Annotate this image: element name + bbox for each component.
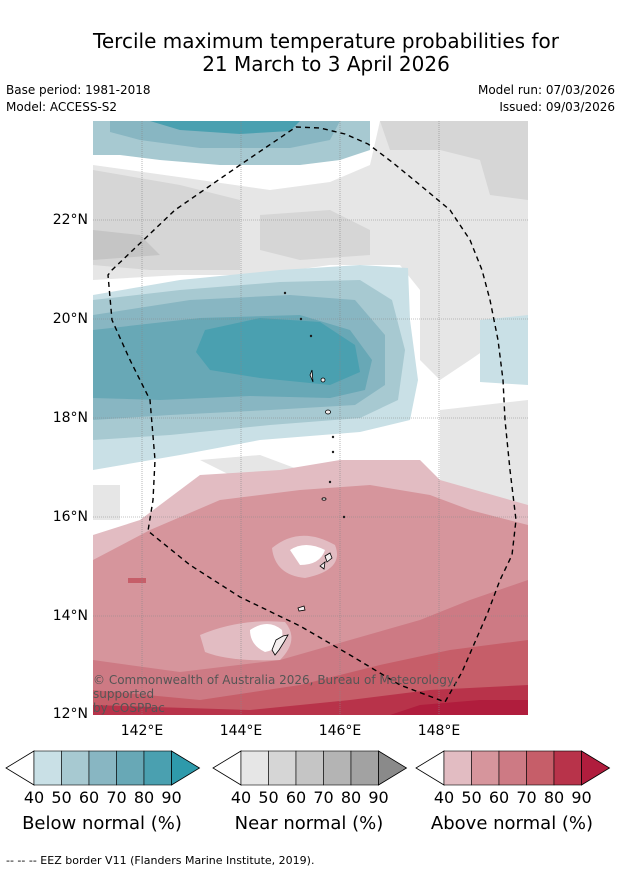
colorbar-segment — [350, 750, 379, 786]
colorbar-segment — [526, 750, 555, 786]
colorbar-segment — [116, 750, 145, 786]
colorbar-segment — [143, 750, 172, 786]
colorbar-segment — [33, 750, 62, 786]
colorbar-tick-label: 40 — [230, 788, 252, 807]
colorbar-tick-label: 60 — [285, 788, 307, 807]
colorbar-tick-label: 40 — [23, 788, 45, 807]
lat-label-14n: 14°N — [52, 608, 88, 624]
below-normal-central-region — [93, 265, 528, 470]
colorbar-tick-label: 50 — [51, 788, 72, 807]
base-period: Base period: 1981-2018 — [6, 83, 151, 97]
colorbar-arrow-high — [581, 750, 611, 786]
below-normal-north-region — [93, 121, 370, 165]
colorbar-arrow-low — [5, 750, 35, 786]
colorbar-tick-label: 80 — [133, 788, 155, 807]
issued-date: Issued: 09/03/2026 — [499, 100, 615, 114]
colorbar-segment — [471, 750, 500, 786]
colorbar-segment — [88, 750, 117, 786]
colorbar-tick-label: 70 — [516, 788, 537, 807]
colorbar-arrow-high — [171, 750, 201, 786]
colorbar-below-normal — [5, 750, 201, 786]
copyright-notice: © Commonwealth of Australia 2026, Bureau… — [93, 673, 513, 715]
colorbar-segment — [553, 750, 582, 786]
above-normal-south-region — [93, 460, 528, 715]
model-run: Model run: 07/03/2026 — [477, 83, 615, 97]
map-title-line1: Tercile maximum temperature probabilitie… — [93, 29, 559, 53]
lat-label-18n: 18°N — [52, 410, 88, 426]
colorbar-segment — [295, 750, 324, 786]
colorbar-segment — [268, 750, 297, 786]
colorbar-segment — [61, 750, 90, 786]
colorbar-tick-label: 70 — [313, 788, 334, 807]
colorbar-title-above: Above normal (%) — [430, 813, 594, 834]
islands — [271, 291, 346, 656]
colorbar-title-near: Near normal (%) — [234, 813, 384, 834]
colorbar-tick-label: 90 — [161, 788, 182, 807]
colorbar-tick-label: 80 — [543, 788, 565, 807]
model-name: Model: ACCESS-S2 — [6, 100, 118, 114]
colorbar-segment — [323, 750, 352, 786]
eez-footnote: -- -- -- EEZ border V11 (Flanders Marine… — [6, 854, 315, 867]
colorbar-tick-label: 80 — [340, 788, 362, 807]
colorbar-above-normal — [415, 750, 611, 786]
colorbar-tick-label: 50 — [461, 788, 482, 807]
colorbar-tick-label: 60 — [78, 788, 100, 807]
lon-label-148e: 148°E — [417, 723, 461, 739]
near-normal-region — [93, 121, 528, 520]
colorbar-tick-label: 70 — [106, 788, 127, 807]
colorbar-segment — [240, 750, 269, 786]
lon-label-144e: 144°E — [219, 723, 263, 739]
copyright-line2: by COSPPac — [93, 701, 165, 715]
lat-label-12n: 12°N — [52, 706, 88, 722]
colorbar-tick-label: 50 — [258, 788, 279, 807]
map-title-line2: 21 March to 3 April 2026 — [202, 52, 450, 76]
lat-label-16n: 16°N — [52, 509, 88, 525]
colorbar-tick-label: 60 — [488, 788, 510, 807]
lon-label-146e: 146°E — [318, 723, 362, 739]
colorbar-tick-label: 90 — [368, 788, 389, 807]
eez-border — [107, 126, 517, 703]
colorbar-tick-label: 40 — [433, 788, 455, 807]
colorbar-arrow-high — [378, 750, 408, 786]
map-gridlines — [93, 121, 528, 715]
lat-label-22n: 22°N — [52, 212, 88, 228]
lon-label-142e: 142°E — [120, 723, 164, 739]
colorbar-segment — [443, 750, 472, 786]
colorbar-title-below: Below normal (%) — [22, 813, 182, 834]
colorbar-segment — [498, 750, 527, 786]
colorbar-arrow-low — [415, 750, 445, 786]
lat-label-20n: 20°N — [52, 311, 88, 327]
copyright-line1: © Commonwealth of Australia 2026, Bureau… — [93, 673, 458, 701]
colorbar-near-normal — [212, 750, 408, 786]
colorbar-arrow-low — [212, 750, 242, 786]
colorbar-tick-label: 90 — [571, 788, 592, 807]
